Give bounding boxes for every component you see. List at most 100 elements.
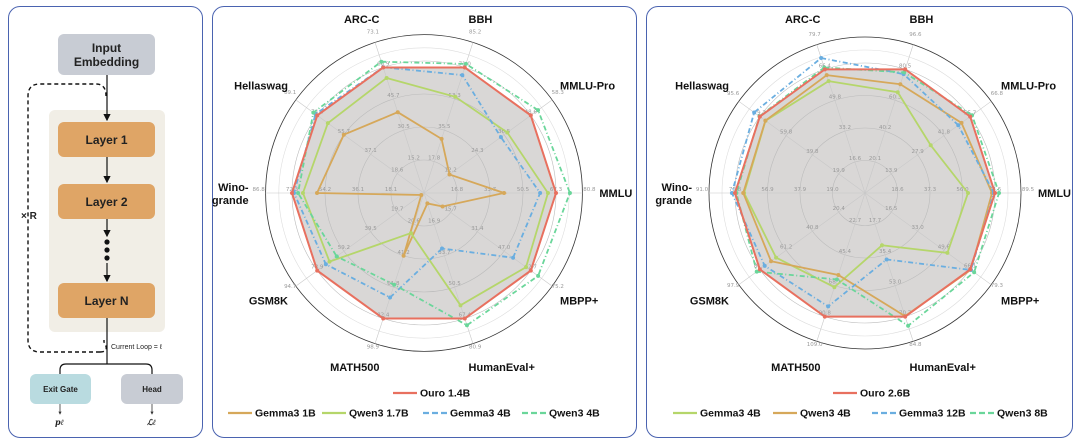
tick-label: 82.4 <box>377 313 390 319</box>
tick-label: 40.2 <box>879 125 891 131</box>
exit-gate-block: Exit Gate <box>30 374 91 404</box>
tick-label: 33.7 <box>484 187 497 193</box>
tick-label: 33.2 <box>839 125 851 131</box>
legend-entry: Qwen3 1.7B <box>322 408 409 420</box>
data-point <box>464 323 469 328</box>
tick-label: 79.7 <box>809 32 822 38</box>
data-point <box>906 323 911 328</box>
tick-label: 67.4 <box>459 313 472 319</box>
radar-chart-1: 15.230.545.760.973.1ARC-C17.835.553.371.… <box>212 14 633 420</box>
legend-label: Ouro 1.4B <box>420 388 471 400</box>
data-point <box>997 191 1002 195</box>
tick-label: 54.2 <box>319 187 331 193</box>
layer-1-block: Layer 1 <box>58 122 155 157</box>
tick-label: 20.1 <box>869 156 881 162</box>
head-label: Head <box>142 384 162 394</box>
tick-label: 19.7 <box>391 206 404 212</box>
data-point <box>462 316 467 321</box>
tick-label: 37.3 <box>924 187 937 193</box>
data-point <box>554 191 558 195</box>
tick-label: 91.0 <box>696 187 709 193</box>
data-point <box>826 304 831 309</box>
data-point <box>440 246 445 251</box>
tick-label: 67.3 <box>550 187 563 193</box>
data-point <box>945 250 950 255</box>
data-point <box>528 268 533 273</box>
data-point <box>447 172 452 177</box>
legend-label: Qwen3 1.7B <box>349 408 409 420</box>
tick-label: 39.5 <box>364 226 377 232</box>
data-point <box>538 191 543 195</box>
data-point <box>884 257 889 262</box>
data-point <box>325 121 330 126</box>
loop-dashed-path <box>27 83 107 353</box>
data-point <box>757 114 762 119</box>
tick-label: 78.9 <box>311 265 324 271</box>
data-point <box>567 191 572 195</box>
legend-label: Ouro 2.6B <box>860 388 911 400</box>
data-point <box>323 262 328 267</box>
axis-label: MMLU <box>1038 188 1071 200</box>
tick-label: 60.3 <box>889 94 902 100</box>
axis-label: Wino-grande <box>655 182 692 207</box>
tick-label: 16.5 <box>885 206 898 212</box>
tick-label: 35.5 <box>438 124 451 130</box>
data-point <box>315 113 320 118</box>
data-point <box>536 108 541 113</box>
data-point <box>536 273 541 278</box>
tick-label: 90.8 <box>819 311 832 317</box>
data-point <box>290 191 294 195</box>
data-point <box>334 254 339 259</box>
data-point <box>463 61 468 66</box>
data-point <box>898 82 903 87</box>
data-point <box>903 314 908 319</box>
tick-label: 47.0 <box>498 245 511 251</box>
tick-label: 45.4 <box>839 249 852 255</box>
tick-label: 37.1 <box>364 148 376 154</box>
data-point <box>763 118 768 123</box>
legend-entry: Gemma3 4B <box>423 408 511 420</box>
legend-entry: Qwen3 8B <box>970 408 1048 420</box>
tick-label: 16.8 <box>451 187 464 193</box>
tick-label: 75.2 <box>552 284 564 290</box>
tick-label: 89.5 <box>1022 187 1035 193</box>
layer-2-block: Layer 2 <box>58 184 155 219</box>
tick-label: 70.7 <box>899 311 912 317</box>
tick-label: 35.4 <box>879 249 892 255</box>
data-point <box>757 267 762 272</box>
axis-label: BBH <box>469 14 493 26</box>
tick-label: 20.4 <box>833 206 846 212</box>
data-point <box>505 130 510 135</box>
data-point <box>524 265 529 270</box>
data-point <box>902 70 907 75</box>
tick-label: 73.1 <box>367 30 379 36</box>
legend-label: Qwen3 4B <box>549 408 600 420</box>
tick-label: 16.6 <box>849 156 862 162</box>
tick-label: 86.8 <box>252 187 265 193</box>
data-point <box>741 191 746 195</box>
tick-label: 74.6 <box>989 187 1002 193</box>
diagram-connectors <box>27 75 154 415</box>
legend-entry: Gemma3 4B <box>673 408 761 420</box>
tick-label: 61.2 <box>780 244 792 250</box>
tick-label: 79.7 <box>754 111 767 117</box>
tick-label: 109.0 <box>807 342 823 348</box>
legend-label: Qwen3 8B <box>997 408 1048 420</box>
ellipsis-dot <box>104 247 110 253</box>
tick-label: 12.2 <box>445 168 457 174</box>
legend-label: Gemma3 4B <box>700 408 761 420</box>
data-point <box>315 191 320 195</box>
data-point <box>972 270 977 275</box>
exit-output-label: pℓ <box>55 417 65 427</box>
series-qwen3-4b <box>296 59 572 328</box>
tick-label: 22.7 <box>849 218 862 224</box>
data-point <box>462 65 467 70</box>
data-point <box>959 120 964 125</box>
data-point <box>311 110 316 115</box>
data-point <box>388 295 393 300</box>
tick-label: 16.9 <box>428 218 441 224</box>
axis-label: Hellaswag <box>675 80 729 92</box>
data-point <box>296 191 301 195</box>
tick-label: 80.8 <box>583 187 596 193</box>
data-point <box>752 110 757 115</box>
